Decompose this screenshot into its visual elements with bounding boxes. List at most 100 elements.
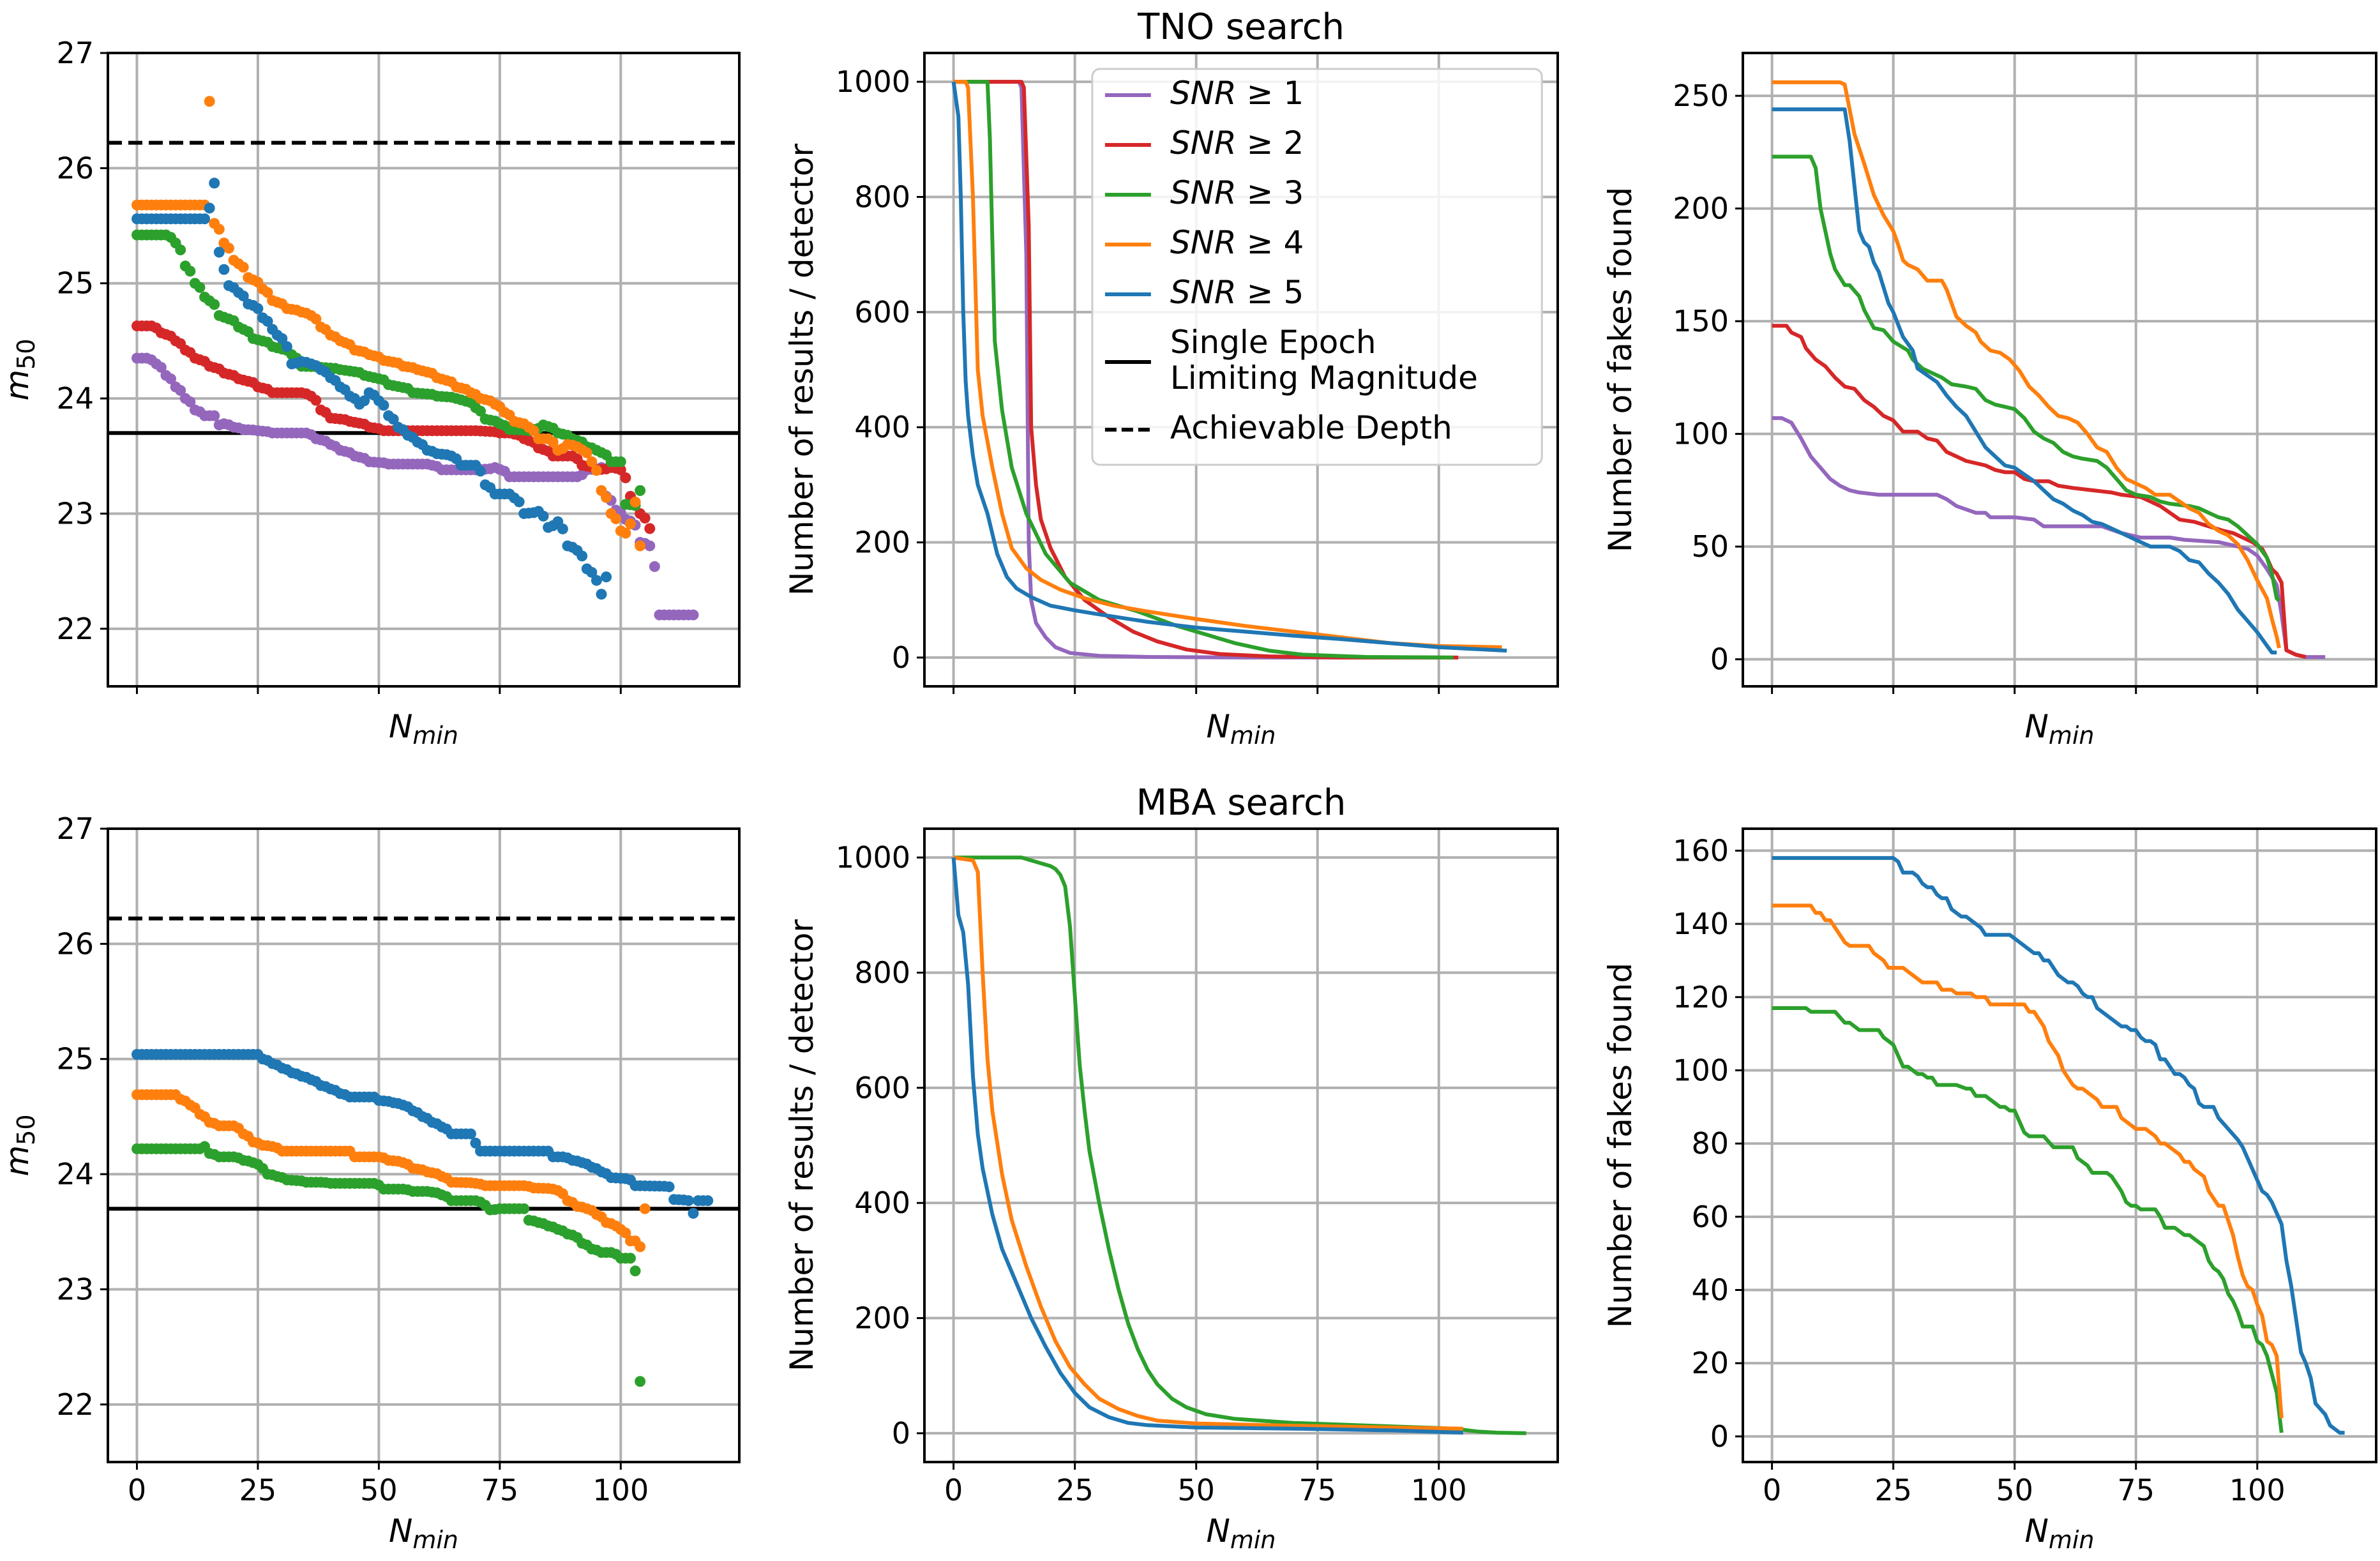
data-point: [586, 456, 598, 467]
data-point: [610, 513, 622, 525]
data-point: [601, 571, 612, 583]
data-point: [576, 550, 588, 562]
y-tick-label: 27: [56, 811, 94, 846]
data-point: [199, 213, 211, 225]
x-axis-label: Nmin: [2024, 708, 2094, 750]
x-axis-label: Nmin: [1206, 708, 1276, 750]
x-tick-label: 50: [360, 1473, 398, 1507]
y-tick-label: 600: [854, 295, 910, 329]
data-point: [475, 465, 486, 477]
data-point: [635, 1241, 646, 1253]
y-tick-label: 150: [1673, 304, 1729, 338]
x-tick-label: 50: [1996, 1473, 2033, 1507]
legend-label: SNR ≥ 1: [1170, 75, 1304, 112]
x-tick-label: 75: [1299, 1473, 1336, 1507]
subplot-mba-fakes: 0 25 50 75 100 0 20 40 60 80 100 120 140 160 Nmin Numbe…: [1602, 827, 2377, 1554]
y-tick-label: 160: [1673, 833, 1729, 868]
y-tick-label: 27: [56, 36, 94, 70]
series-line-snr1: [1772, 416, 2326, 660]
y-tick-label: 1000: [836, 64, 910, 99]
data-point: [204, 96, 215, 107]
y-tick-label: 26: [56, 926, 94, 961]
subplot-tno-results: 0 200 400 600 800 1000 Nmin Number of results /…: [783, 6, 1559, 750]
data-point: [639, 512, 651, 524]
x-tick-label: 25: [239, 1473, 277, 1507]
data-point: [591, 575, 602, 586]
y-tick-label: 80: [1691, 1126, 1729, 1161]
series-line-snr3: [953, 856, 1526, 1435]
x-tick-label: 100: [1411, 1473, 1467, 1507]
data-point: [213, 223, 225, 235]
data-point: [538, 510, 549, 522]
y-tick-label: 25: [56, 1042, 94, 1076]
data-point: [635, 1376, 646, 1387]
data-point: [359, 395, 370, 407]
legend: SNR ≥ 1 SNR ≥ 2 SNR ≥ 3 SNR ≥ 4 SNR ≥ 5 Singl…: [1091, 68, 1543, 466]
axes-frame: [107, 827, 741, 1463]
x-tick-label: 75: [2117, 1473, 2155, 1507]
y-tick-label: 200: [1673, 192, 1729, 226]
x-tick-label: 0: [128, 1473, 146, 1507]
data-point: [586, 566, 598, 578]
legend-label: Achievable Depth: [1170, 409, 1452, 446]
data-point: [639, 1203, 651, 1214]
x-tick-label: 50: [1177, 1473, 1215, 1507]
data-point: [620, 1227, 631, 1239]
x-tick-label: 100: [592, 1473, 649, 1507]
data-point: [547, 437, 559, 448]
data-point: [252, 303, 264, 314]
y-tick-label: 200: [854, 525, 910, 560]
data-point: [213, 246, 225, 258]
data-point: [620, 527, 631, 539]
subplot-tno-m50: 22 23 24 25 26 27 Nmin m50: [0, 36, 741, 750]
y-tick-label: 400: [854, 1186, 910, 1220]
axes-frame: [1742, 52, 2377, 688]
x-tick-label: 25: [1056, 1473, 1094, 1507]
axes-frame: [107, 52, 741, 688]
series-line-snr4: [953, 80, 1502, 649]
y-tick-label: 0: [892, 640, 910, 675]
data-point: [310, 313, 322, 325]
data-point: [557, 523, 568, 534]
data-point: [470, 1137, 481, 1149]
y-axis-label: Number of results / detector: [783, 144, 820, 596]
y-tick-label: 40: [1691, 1272, 1729, 1307]
x-tick-label: 100: [2229, 1473, 2286, 1507]
y-tick-label: 800: [854, 179, 910, 214]
data-point: [276, 333, 288, 344]
data-point: [615, 464, 626, 476]
y-axis-label: m50: [0, 338, 40, 400]
y-tick-label: 23: [56, 496, 94, 531]
data-point: [688, 1207, 699, 1219]
data-point: [624, 518, 636, 530]
y-tick-label: 23: [56, 1272, 94, 1306]
axes-frame: [1742, 827, 2377, 1463]
data-point: [237, 261, 249, 273]
data-point: [209, 299, 220, 310]
data-point: [262, 287, 273, 298]
legend-label: Single Epoch: [1170, 324, 1376, 361]
data-point: [663, 1181, 675, 1193]
data-point: [513, 496, 525, 508]
legend-label: Limiting Magnitude: [1170, 359, 1478, 396]
data-point: [281, 341, 292, 352]
series-line-snr3: [953, 80, 1454, 660]
y-tick-label: 100: [1673, 1053, 1729, 1087]
x-axis-label: Nmin: [2024, 1512, 2094, 1554]
data-point: [518, 1203, 530, 1214]
legend-box: [1091, 68, 1543, 466]
series-line-snr5: [951, 857, 1463, 1435]
series-group: [131, 1049, 714, 1387]
y-tick-label: 200: [854, 1301, 910, 1336]
y-tick-label: 100: [1673, 417, 1729, 451]
data-point: [528, 425, 539, 437]
y-tick-label: 22: [56, 1387, 94, 1422]
data-point: [688, 609, 699, 621]
data-point: [388, 414, 399, 425]
y-tick-label: 140: [1673, 907, 1729, 941]
series-line-snr5: [1772, 856, 2345, 1435]
data-point: [629, 1265, 641, 1277]
data-point: [635, 485, 646, 496]
